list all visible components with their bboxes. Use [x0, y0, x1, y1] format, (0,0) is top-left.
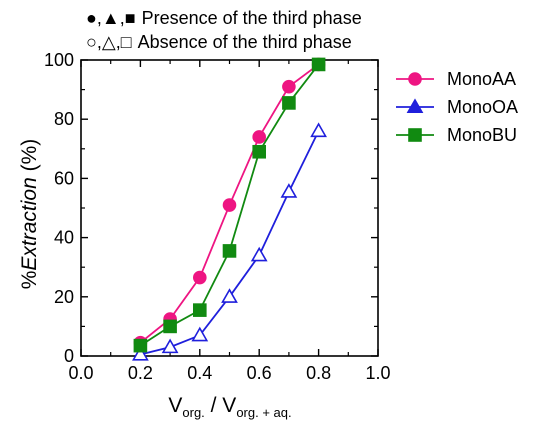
data-point-monobu: [282, 96, 296, 110]
data-point-monobu: [163, 319, 177, 334]
x-tick-label: 1.0: [365, 363, 390, 383]
y-axis-title-italic: Extraction: [18, 177, 41, 270]
data-point-monoaa: [193, 270, 207, 285]
data-point-monooa: [161, 338, 179, 354]
data-point-monobu: [193, 303, 207, 317]
x-axis-title-sep: / V: [205, 394, 237, 417]
data-point-monoaa: [222, 198, 237, 212]
note-absence: ○,△,□ Absence of the third phase: [86, 32, 352, 52]
y-tick-label: 0: [64, 346, 74, 366]
y-axis-title-prefix: %: [18, 271, 41, 290]
series-monooa: [132, 122, 327, 361]
note-presence: ●,▲,■ Presence of the third phase: [86, 8, 362, 28]
data-point-monooa: [250, 246, 268, 262]
series-monoaa: [133, 57, 326, 350]
x-axis-title-sub2: org. + aq.: [236, 405, 291, 420]
note-absence-symbols: ○,△,□: [86, 32, 132, 52]
series-monobu: [133, 57, 326, 353]
note-presence-text: Presence of the third phase: [142, 8, 362, 28]
y-axis-title-suffix: (%): [18, 139, 41, 178]
data-point-monooa: [132, 345, 149, 361]
symbol-notes: ●,▲,■ Presence of the third phase ○,△,□ Ab…: [86, 8, 362, 52]
x-axis-title: Vorg. / Vorg. + aq.: [168, 394, 291, 420]
legend-marker-monooa: [406, 98, 424, 114]
data-point-monooa: [280, 183, 298, 198]
data-point-monobu: [252, 144, 266, 159]
y-tick-label: 80: [54, 109, 74, 129]
legend-label-monobu: MonoBU: [447, 125, 517, 145]
legend-label-monoaa: MonoAA: [447, 69, 516, 89]
y-tick-label: 100: [44, 50, 74, 70]
data-point-monobu: [133, 338, 148, 353]
y-axis-title: %Extraction (%): [18, 139, 41, 290]
axes: 0.0 0.2 0.4 0.6 0.8 1.0 0 20 40 60 80 100: [44, 50, 391, 383]
x-tick-label: 0.8: [306, 363, 331, 383]
data-point-monoaa: [252, 130, 267, 144]
data-point-monooa: [310, 122, 327, 138]
data-point-monobu: [311, 57, 326, 72]
legend: MonoAA MonoOA MonoBU: [396, 69, 518, 145]
x-tick-label: 0.6: [247, 363, 272, 383]
note-presence-symbols: ●,▲,■: [86, 8, 136, 28]
x-tick-label: 0.2: [128, 363, 153, 383]
data-point-monooa: [191, 326, 209, 342]
y-tick-label: 40: [54, 228, 74, 248]
data-point-monoaa: [282, 79, 296, 94]
legend-label-monooa: MonoOA: [447, 97, 518, 117]
legend-marker-monoaa: [408, 72, 422, 86]
data-point-monooa: [221, 288, 238, 303]
x-tick-label: 0.0: [68, 363, 93, 383]
note-absence-text: Absence of the third phase: [138, 32, 352, 52]
x-axis-title-main: V: [168, 394, 182, 417]
x-tick-label: 0.4: [187, 363, 212, 383]
legend-marker-monobu: [408, 128, 422, 142]
x-axis-title-sub1: org.: [182, 405, 204, 420]
y-tick-label: 20: [54, 287, 74, 307]
data-point-monobu: [222, 244, 237, 258]
series-layer: [132, 57, 327, 361]
y-tick-label: 60: [54, 168, 74, 188]
